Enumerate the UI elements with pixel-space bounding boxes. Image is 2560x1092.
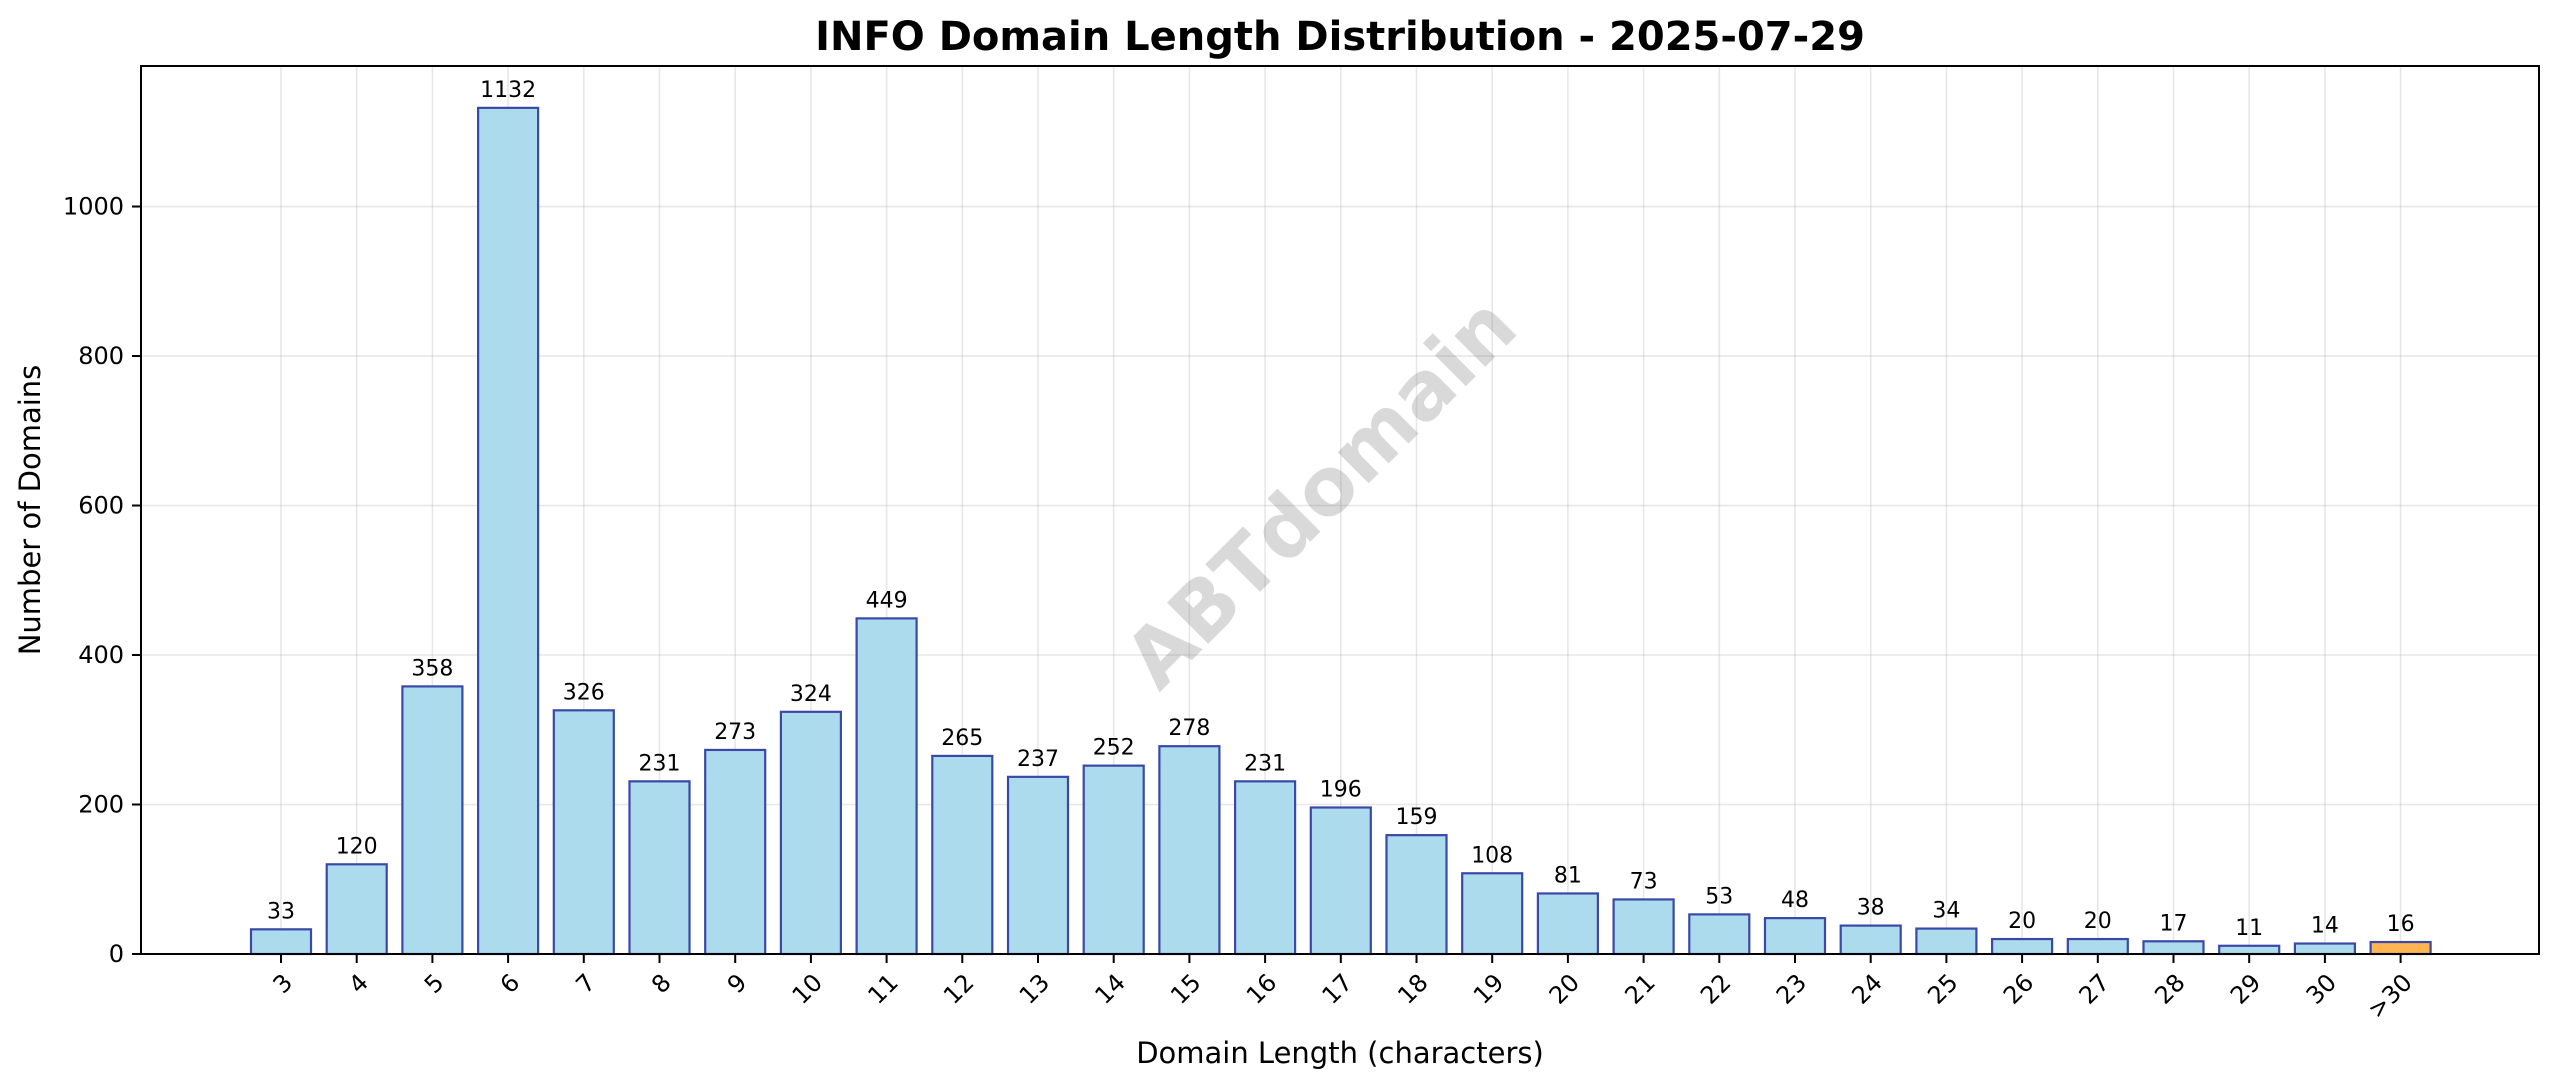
x-axis-label: Domain Length (characters): [1136, 1036, 1544, 1070]
bar-23: [1763, 917, 1827, 956]
bar-19: [1461, 872, 1524, 956]
bar-value-label: 11: [2235, 916, 2263, 941]
bar-10: [779, 710, 843, 956]
bar-value-label: 17: [2160, 911, 2188, 936]
bar-value-label: 16: [2387, 912, 2415, 937]
bar-value-labels: 33 120 358 1132 326 231 273 324 449 265 237 252 278 2…: [267, 78, 2415, 941]
bar-28: [2142, 940, 2205, 956]
bar-11: [855, 617, 918, 956]
chart-title: INFO Domain Length Distribution - 2025-0…: [815, 14, 1865, 60]
bar-value-label: 358: [411, 656, 453, 681]
bar-16: [1233, 780, 1297, 956]
bar-value-label: 159: [1396, 805, 1438, 830]
bar-8: [628, 780, 691, 956]
bar-14: [1082, 764, 1145, 956]
bar-value-label: 81: [1554, 863, 1582, 888]
y-tick-label: 200: [78, 791, 124, 819]
bar-21: [1612, 898, 1675, 956]
bar-value-label: 20: [2084, 909, 2112, 934]
y-tick-label: 600: [78, 492, 124, 520]
bar-13: [1006, 775, 1070, 956]
y-tick-label: 400: [78, 641, 124, 669]
y-axis-ticks: 0 200 400 600 800 1000: [63, 193, 141, 968]
bar-24: [1839, 924, 1902, 956]
bar-value-label: 14: [2311, 914, 2339, 939]
bar-value-label: 53: [1705, 884, 1733, 909]
bar-value-label: 73: [1630, 869, 1658, 894]
bar-value-label: 265: [941, 726, 983, 751]
bar-7: [552, 709, 615, 956]
bar-22: [1688, 913, 1751, 956]
bar-value-label: 48: [1781, 888, 1809, 913]
bar-value-label: 252: [1093, 736, 1135, 761]
bar-value-label: 20: [2008, 909, 2036, 934]
bar-value-label: 326: [563, 680, 605, 705]
bar-value-label: 324: [790, 682, 832, 707]
bar-value-label: 237: [1017, 747, 1059, 772]
bar-value-label: 449: [866, 588, 908, 613]
bar-27: [2066, 937, 2129, 956]
bar-17: [1309, 806, 1372, 956]
bar-29: [2218, 944, 2281, 956]
bar-value-label: 108: [1471, 843, 1513, 868]
y-tick-label: 0: [109, 940, 124, 968]
bar-9: [704, 748, 767, 956]
y-tick-label: 1000: [63, 193, 124, 221]
bar-30: [2293, 942, 2356, 956]
bar-value-label: 196: [1320, 777, 1362, 802]
bar-value-label: 231: [639, 751, 681, 776]
bar-6: [477, 106, 540, 956]
bar-12: [931, 754, 994, 956]
bar-value-label: 34: [1932, 899, 1960, 924]
bars: [249, 106, 2432, 956]
bar-5: [401, 685, 464, 956]
bar-18: [1385, 834, 1448, 956]
bar-value-label: 278: [1168, 716, 1210, 741]
bar-3: [249, 928, 313, 956]
bar-20: [1536, 892, 1600, 956]
bar-value-label: 33: [267, 899, 295, 924]
y-tick-label: 800: [78, 342, 124, 370]
bar-value-label: 1132: [480, 78, 536, 103]
bar->30: [2369, 940, 2432, 956]
bar-value-label: 231: [1244, 751, 1286, 776]
bar-value-label: 120: [336, 834, 378, 859]
bar-4: [325, 863, 388, 956]
bar-value-label: 273: [714, 720, 756, 745]
bar-25: [1915, 927, 1978, 956]
y-axis-label: Number of Domains: [13, 365, 47, 656]
bar-value-label: 38: [1857, 896, 1885, 921]
bar-26: [1990, 937, 2054, 956]
bar-15: [1158, 745, 1221, 956]
